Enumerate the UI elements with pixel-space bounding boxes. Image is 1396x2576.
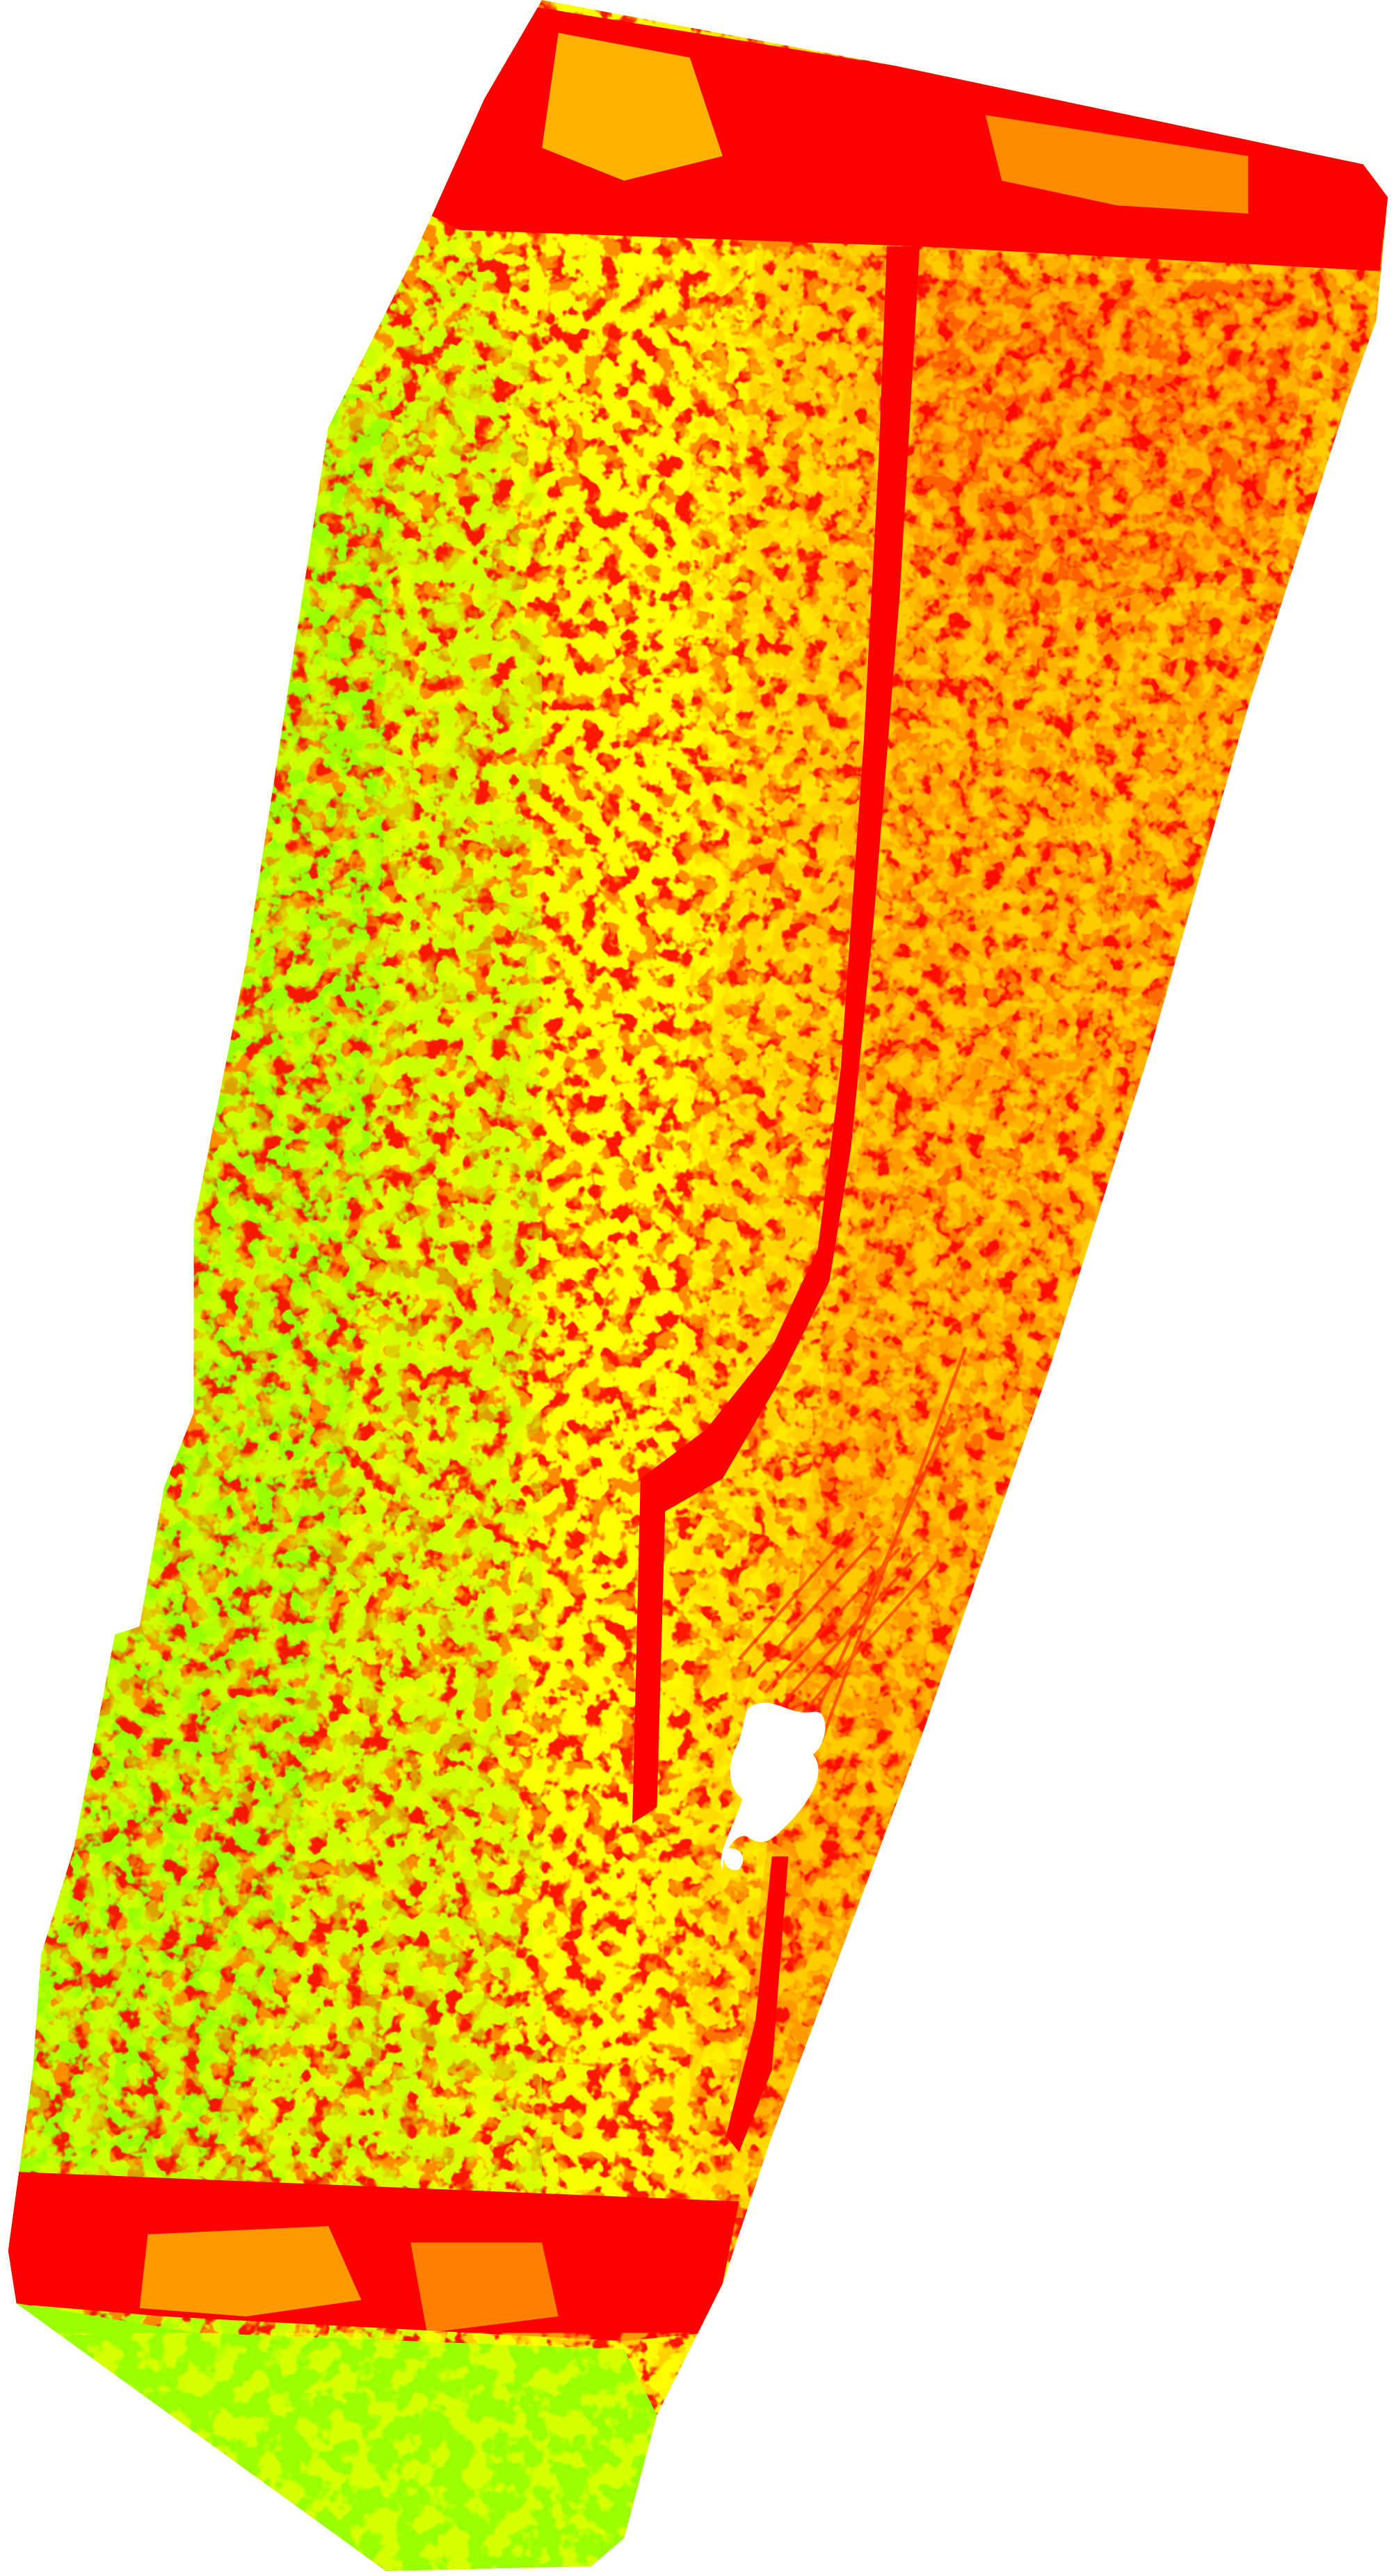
yellow-patches-north [542,33,723,181]
yellow-patches-south-band [139,2225,362,2317]
red-ditch-south [725,1856,789,2152]
speckle-orange-layer [689,246,1388,2218]
speckle-south-layer [8,2333,690,2571]
no-data-gap-small [723,1848,744,1871]
yellow-patches-south-band-2 [410,2242,559,2333]
yellow-patches-north-east [985,115,1249,214]
speckle-green-layer [8,328,543,2301]
diagonal-stripes [737,1346,968,1743]
no-data-gap [721,1702,826,1870]
red-ditch-channel [632,246,920,1824]
